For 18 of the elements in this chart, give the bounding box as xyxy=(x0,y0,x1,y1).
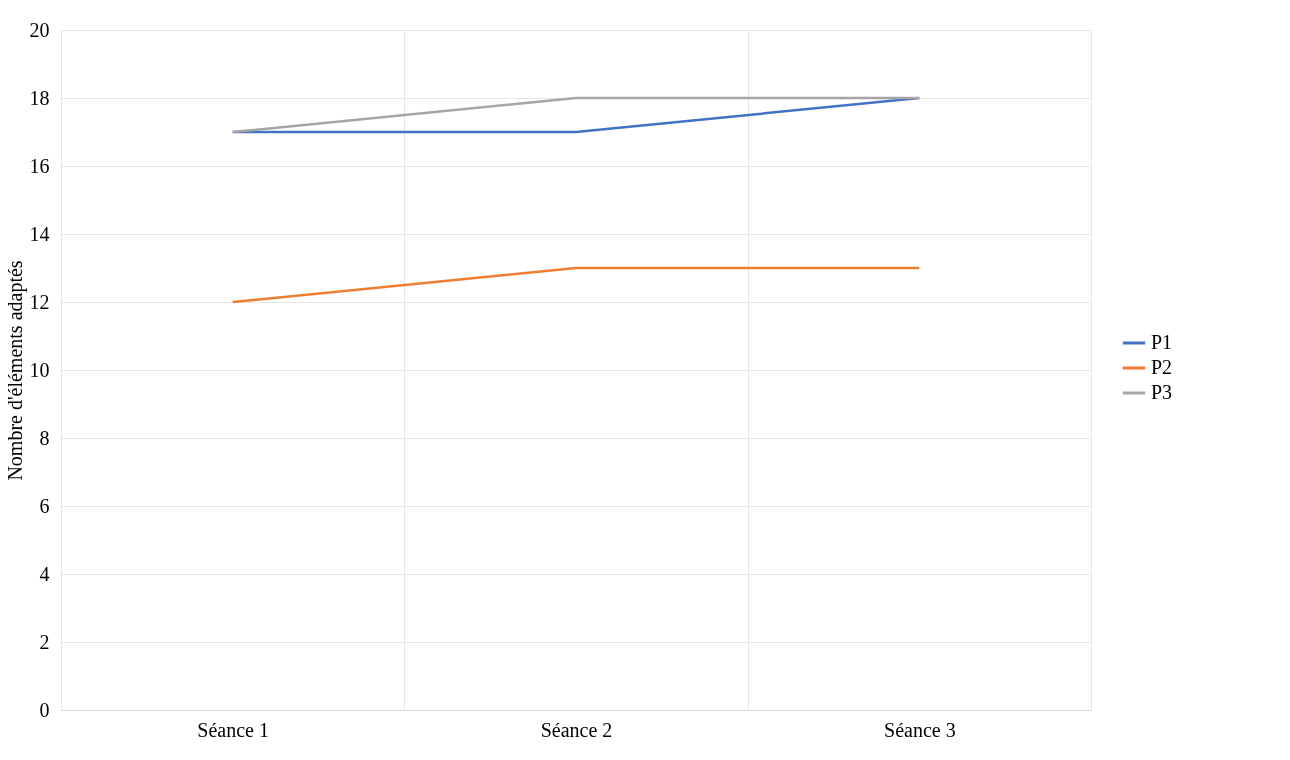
legend-label: P2 xyxy=(1151,356,1173,378)
legend-label: P3 xyxy=(1151,381,1173,403)
x-tick-label: Séance 2 xyxy=(540,718,613,741)
y-tick-label: 4 xyxy=(39,562,50,585)
y-tick-label: 20 xyxy=(29,18,50,41)
x-tick-label: Séance 3 xyxy=(884,718,956,741)
y-tick-label: 12 xyxy=(29,290,50,313)
y-axis-title: Nombre d'éléments adaptés xyxy=(3,260,27,481)
x-tick-label: Séance 1 xyxy=(197,718,269,741)
y-tick-label: 0 xyxy=(39,698,50,721)
y-tick-label: 2 xyxy=(39,630,50,653)
y-tick-label: 8 xyxy=(39,426,50,449)
y-tick-label: 14 xyxy=(29,222,50,245)
y-tick-label: 18 xyxy=(29,86,50,109)
y-tick-label: 6 xyxy=(39,494,50,517)
y-tick-label: 10 xyxy=(29,358,50,381)
y-tick-label: 16 xyxy=(29,154,50,177)
legend-label: P1 xyxy=(1151,331,1173,353)
